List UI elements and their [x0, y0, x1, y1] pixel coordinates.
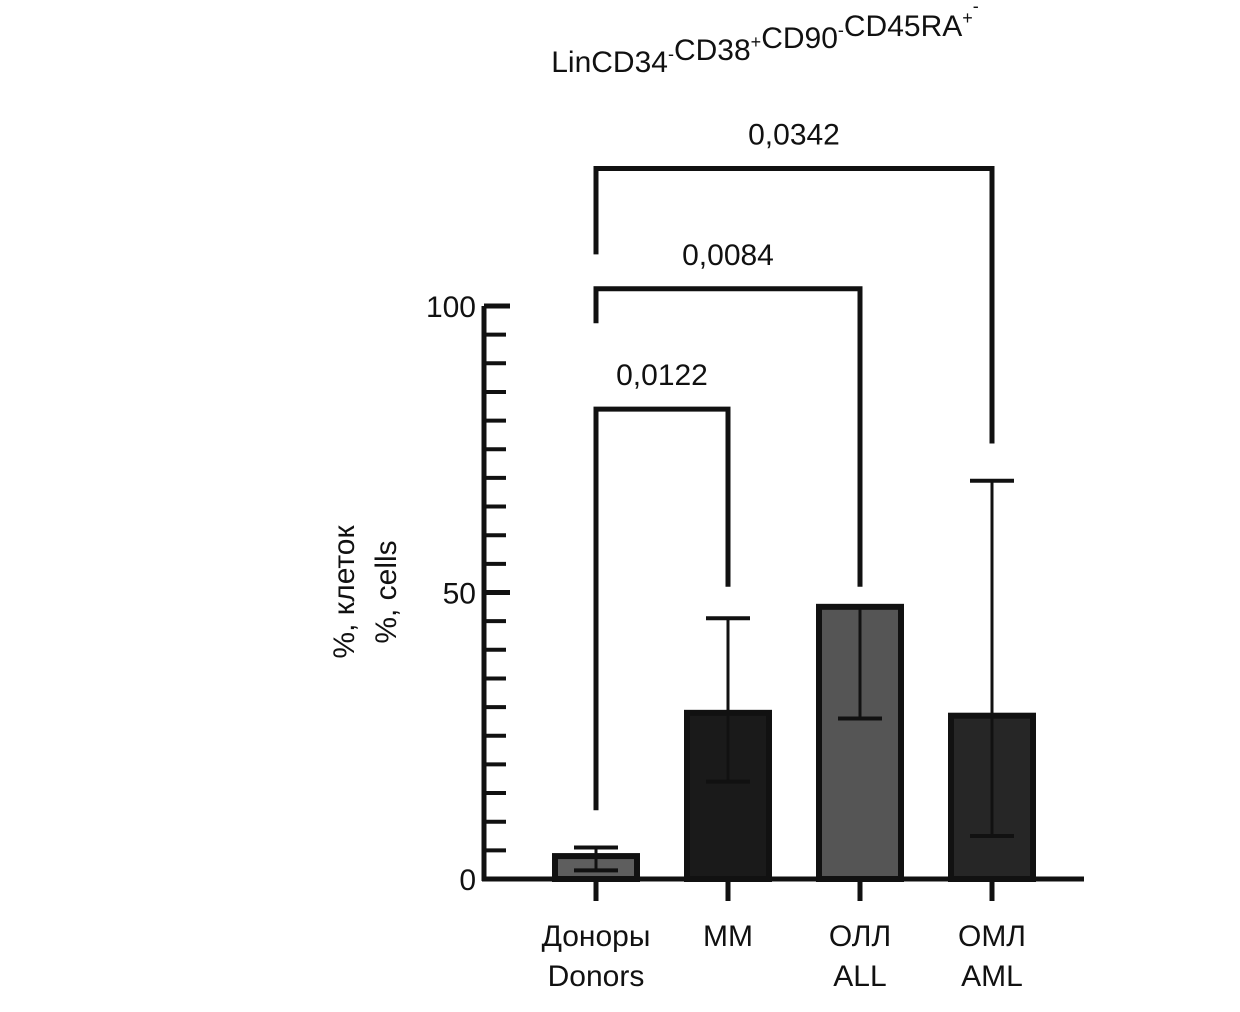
- title-superscript: -: [668, 44, 674, 64]
- p-value-label: 0,0122: [616, 359, 708, 392]
- title-superscript: -: [973, 0, 979, 16]
- p-value-label: 0,0084: [682, 239, 774, 272]
- x-tick-label: ОЛЛ: [829, 920, 891, 953]
- title-segment: CD90: [761, 22, 838, 55]
- p-value-label: 0,0342: [748, 118, 840, 151]
- x-tick-label: ММ: [703, 920, 753, 953]
- y-axis-label: %, клеток %, cells: [328, 525, 403, 659]
- significance-brackets: 0,0122 0,0084 0,0342: [593, 118, 995, 811]
- x-tick-label: Доноры: [542, 920, 651, 953]
- bars: [552, 603, 1036, 883]
- title-segment: CD38: [674, 34, 751, 67]
- title-segment: CD34: [591, 46, 668, 79]
- y-tick-label: 100: [426, 291, 476, 324]
- x-tick-label-english: AML: [961, 960, 1023, 993]
- x-tick-label-english: ALL: [833, 960, 886, 993]
- significance-bracket: [593, 286, 863, 587]
- error-bars: [574, 478, 1014, 873]
- x-tick-label: ОМЛ: [958, 920, 1026, 953]
- y-axis-label-line-1: %, клеток: [328, 525, 361, 659]
- title-superscript: +: [751, 32, 762, 52]
- title-superscript: +: [962, 8, 973, 28]
- title-segment: CD45RA: [844, 10, 962, 43]
- title-segment: Lin: [551, 46, 591, 79]
- y-axis-label-line-2: %, cells: [370, 540, 403, 643]
- title-superscript: -: [838, 20, 844, 40]
- significance-bracket: [593, 406, 731, 811]
- x-tick-label-english: Donors: [548, 960, 645, 993]
- y-tick-label: 0: [459, 864, 476, 897]
- x-axis-labels: Доноры Donors ММ ОЛЛ ALL ОМЛ AML: [542, 920, 1026, 993]
- significance-bracket: [593, 165, 995, 444]
- y-tick-label: 50: [443, 578, 476, 611]
- chart-title: LinCD34-CD38+CD90-CD45RA+-: [551, 0, 979, 79]
- axes: 0 50 100: [426, 291, 1084, 901]
